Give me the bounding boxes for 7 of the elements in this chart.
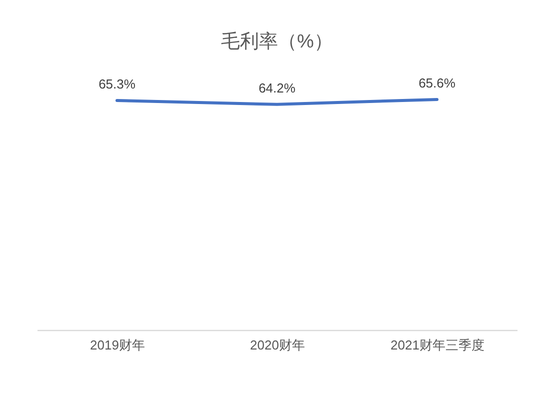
x-tick-label: 2019财年 <box>90 338 145 352</box>
x-tick-label: 2021财年三季度 <box>390 338 484 352</box>
data-label: 65.6% <box>418 75 456 90</box>
data-label: 64.2% <box>258 80 296 96</box>
x-tick-label: 2020财年 <box>250 338 305 352</box>
data-label: 65.3% <box>98 76 136 92</box>
chart-title: 毛利率（%） <box>221 30 333 52</box>
